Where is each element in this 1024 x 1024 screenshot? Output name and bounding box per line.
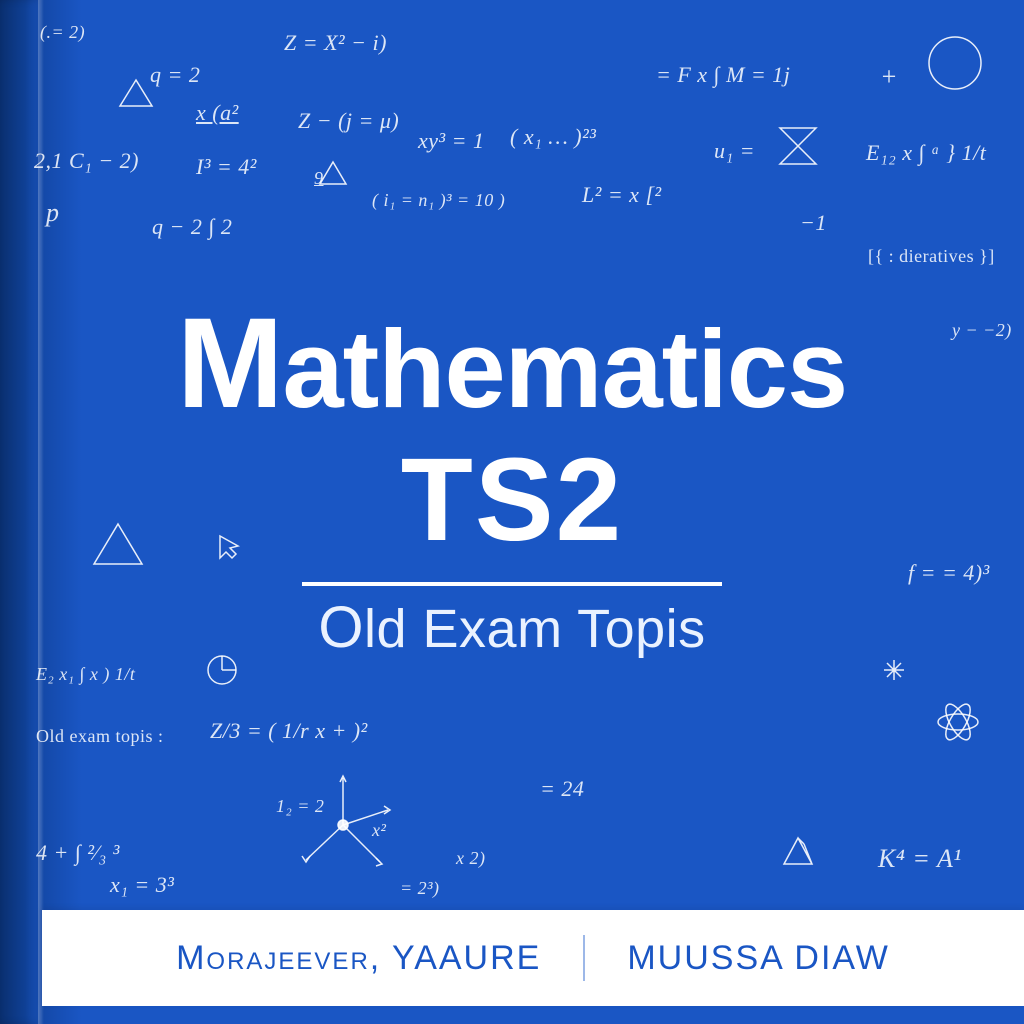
formula: E₂ x₁ ∫ x ) 1/t xyxy=(36,664,135,685)
formula: u₁ = xyxy=(714,138,755,164)
formula: E₁₂ x ∫ ᵃ } 1/t xyxy=(866,140,986,166)
formula: I³ = 4² xyxy=(196,154,257,180)
triangle-icon xyxy=(118,78,154,108)
star-icon xyxy=(884,660,904,680)
triangle-outline-icon xyxy=(318,160,348,186)
formula: Z = X² − i) xyxy=(284,30,387,56)
formula: q − 2 ∫ 2 xyxy=(152,214,232,240)
circle-icon xyxy=(926,34,984,92)
formula: x₁ = 3³ xyxy=(110,872,174,898)
author-separator xyxy=(583,935,585,981)
formula: x 2) xyxy=(456,848,485,869)
formula: + xyxy=(880,62,898,92)
author-right: MUUSSA DIAW xyxy=(627,939,890,978)
formula: p xyxy=(46,198,60,228)
formula: q = 2 xyxy=(150,62,200,88)
formula: ( x₁ … )²³ xyxy=(510,124,596,150)
author-bar: Morajeever, YAAURE MUUSSA DIAW xyxy=(42,910,1024,1006)
atom-icon xyxy=(936,700,980,744)
formula: xy³ = 1 xyxy=(418,128,484,154)
formula: = 24 xyxy=(540,776,584,802)
formula: 2,1 C₁ − 2) xyxy=(34,148,139,174)
formula: [{ : dieratives }] xyxy=(868,246,995,267)
formula: (.= 2) xyxy=(40,22,85,43)
title-rest: athematics xyxy=(282,308,847,431)
axes-icon xyxy=(288,770,398,880)
formula: x (a² xyxy=(196,100,239,126)
book-cover: (.= 2) q = 2 Z = X² − i) x (a² 2,1 C₁ − … xyxy=(0,0,1024,1024)
formula: Z/3 = ( 1/r x + )² xyxy=(210,718,368,744)
formula: ( i₁ = n₁ )³ = 10 ) xyxy=(372,190,505,211)
author-left: Morajeever, YAAURE xyxy=(176,939,541,978)
book-title-line2: TS2 xyxy=(0,432,1024,568)
book-subtitle: Old Exam Topis xyxy=(0,594,1024,661)
title-block: Mathematics TS2 Old Exam Topis xyxy=(0,300,1024,661)
formula: 4 + ∫ ²⁄₃ ³ xyxy=(36,840,120,866)
hourglass-icon xyxy=(776,124,820,168)
formula: = 2³) xyxy=(400,878,440,899)
formula: = F x ∫ M = 1j xyxy=(656,62,790,88)
formula: Z − (j = μ) xyxy=(298,108,399,134)
formula: −1 xyxy=(800,210,827,236)
formula: L² = x [² xyxy=(582,182,662,208)
book-title: Mathematics xyxy=(0,300,1024,428)
title-divider xyxy=(302,582,722,586)
formula: K⁴ = A¹ xyxy=(878,844,962,874)
subtitle-rest: ld Exam Topis xyxy=(364,599,706,659)
formula: Old exam topis : xyxy=(36,726,164,747)
prism-icon xyxy=(780,834,816,868)
